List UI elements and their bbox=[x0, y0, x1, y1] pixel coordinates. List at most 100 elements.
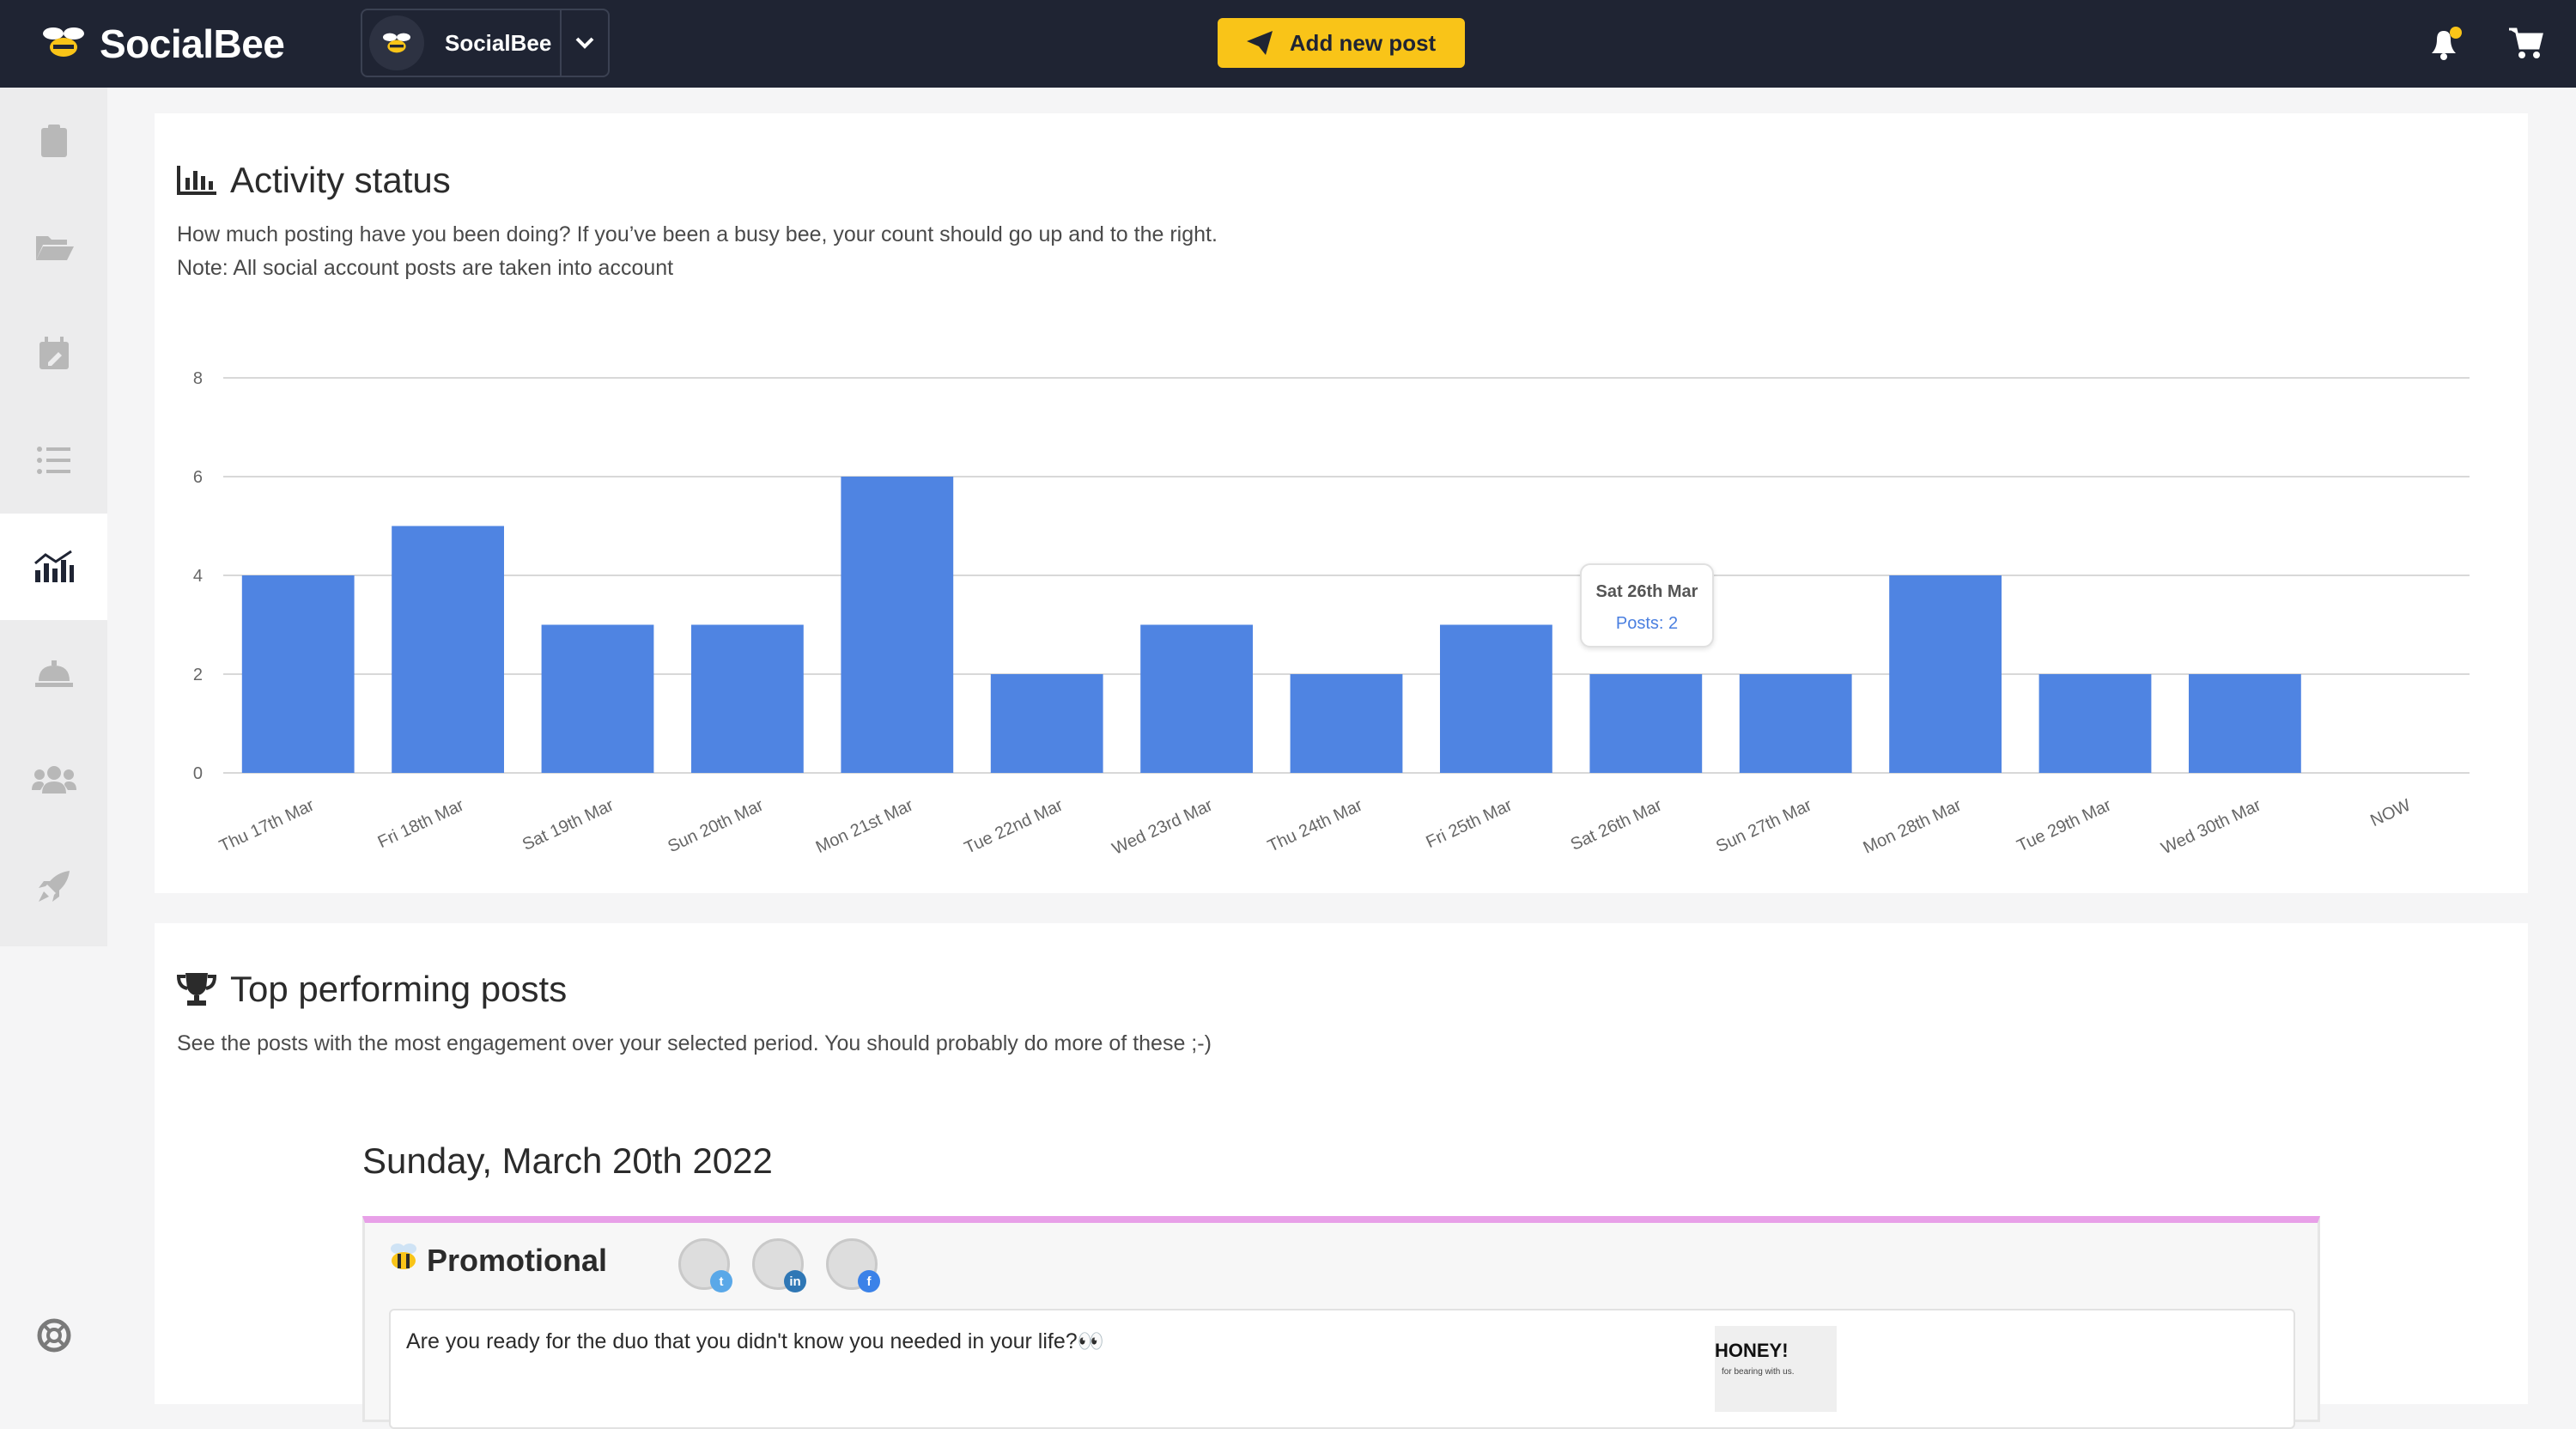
account-selector[interactable]: SocialBee bbox=[361, 9, 610, 77]
add-new-post-button[interactable]: Add new post bbox=[1218, 18, 1465, 68]
trophy-icon bbox=[177, 973, 216, 1006]
x-tick-label: Sun 20th Mar bbox=[665, 795, 766, 856]
users-icon bbox=[31, 766, 76, 794]
x-tick-label: Sat 26th Mar bbox=[1568, 795, 1665, 854]
top-posts-heading: Top performing posts bbox=[177, 969, 567, 1010]
bar-chart-icon bbox=[177, 166, 216, 195]
activity-status-title: Activity status bbox=[230, 160, 451, 200]
thumbnail-caption: for bearing with us. bbox=[1722, 1367, 1795, 1377]
top-posts-title: Top performing posts bbox=[230, 969, 568, 1009]
bee-emoji-icon bbox=[387, 1242, 420, 1279]
sidebar-item-posts[interactable] bbox=[0, 88, 107, 194]
sidebar-item-growth[interactable] bbox=[0, 833, 107, 939]
account-avatar bbox=[369, 15, 424, 70]
chart-bar[interactable] bbox=[1889, 575, 2002, 773]
chart-bar[interactable] bbox=[1739, 674, 1852, 773]
analytics-icon bbox=[33, 550, 74, 582]
sidebar bbox=[0, 88, 107, 946]
activity-description: How much posting have you been doing? If… bbox=[177, 218, 1218, 285]
x-tick-label: Wed 23rd Mar bbox=[1109, 795, 1216, 858]
top-navbar: SocialBee SocialBee Add new post bbox=[0, 0, 2576, 88]
chart-bar[interactable] bbox=[2038, 674, 2152, 773]
chart-bar[interactable] bbox=[691, 624, 804, 774]
sidebar-item-help[interactable] bbox=[0, 1288, 107, 1383]
post-body: Are you ready for the duo that you didn'… bbox=[389, 1309, 2295, 1429]
bee-logo-icon bbox=[38, 25, 89, 64]
post-profiles: t in f bbox=[678, 1238, 880, 1292]
cart-button[interactable] bbox=[2507, 26, 2545, 64]
y-tick-label: 4 bbox=[193, 567, 203, 586]
tooltip-value: Posts: 2 bbox=[1615, 614, 1679, 633]
x-tick-label: Sun 27th Mar bbox=[1713, 795, 1814, 856]
sidebar-item-concierge[interactable] bbox=[0, 620, 107, 727]
chart-bar[interactable] bbox=[1140, 624, 1253, 774]
folder-open-icon bbox=[35, 236, 74, 260]
notifications-button[interactable] bbox=[2427, 26, 2464, 66]
concierge-bell-icon bbox=[34, 660, 73, 687]
chart-tooltip: Sat 26th Mar Posts: 2 bbox=[1580, 563, 1714, 648]
x-tick-label: Sat 19th Mar bbox=[519, 795, 617, 854]
x-tick-label: NOW bbox=[2367, 796, 2414, 831]
x-tick-label: Wed 30th Mar bbox=[2159, 795, 2264, 858]
chart-bar[interactable] bbox=[2189, 674, 2301, 773]
chevron-down-icon bbox=[575, 37, 594, 49]
calendar-edit-icon bbox=[39, 337, 69, 369]
top-posts-description: See the posts with the most engagement o… bbox=[177, 1031, 1212, 1055]
chart-bar[interactable] bbox=[241, 575, 355, 773]
facebook-icon: f bbox=[858, 1270, 880, 1292]
activity-status-heading: Activity status bbox=[177, 160, 451, 201]
post-text: Are you ready for the duo that you didn'… bbox=[406, 1329, 1104, 1353]
post-thumbnail[interactable]: HONEY! for bearing with us. bbox=[1715, 1326, 1837, 1412]
add-new-post-label: Add new post bbox=[1289, 29, 1437, 56]
chart-bar[interactable] bbox=[1290, 674, 1403, 773]
paper-plane-icon bbox=[1246, 31, 1273, 55]
chart-bar[interactable] bbox=[1440, 624, 1552, 774]
cart-icon bbox=[2509, 27, 2543, 58]
x-tick-label: Thu 24th Mar bbox=[1265, 795, 1365, 855]
y-tick-label: 6 bbox=[193, 468, 203, 487]
y-tick-label: 2 bbox=[193, 666, 203, 684]
sidebar-item-content[interactable] bbox=[0, 194, 107, 301]
thumbnail-title: HONEY! bbox=[1715, 1340, 1789, 1361]
sidebar-item-team[interactable] bbox=[0, 727, 107, 833]
x-tick-label: Thu 17th Mar bbox=[216, 795, 317, 855]
profile-avatar-twitter[interactable]: t bbox=[678, 1238, 732, 1292]
post-date-heading: Sunday, March 20th 2022 bbox=[362, 1140, 773, 1181]
x-tick-label: Fri 25th Mar bbox=[1424, 795, 1516, 852]
chart-bar[interactable] bbox=[541, 624, 654, 774]
sidebar-item-analytics[interactable] bbox=[0, 514, 107, 620]
x-tick-label: Fri 18th Mar bbox=[375, 795, 467, 852]
chart-bar[interactable] bbox=[392, 526, 504, 774]
brand-name: SocialBee bbox=[100, 21, 285, 66]
activity-bar-chart: 0 2 4 6 8 Thu 17th Mar Fri 18th Mar Sat 19th Ma… bbox=[193, 369, 2470, 859]
account-dropdown-toggle[interactable] bbox=[560, 10, 608, 76]
account-name: SocialBee bbox=[445, 29, 552, 56]
brand-logo[interactable]: SocialBee bbox=[38, 21, 285, 67]
post-category: Promotional bbox=[387, 1242, 607, 1279]
y-tick-label: 0 bbox=[193, 764, 203, 783]
activity-description-line-2: Note: All social account posts are taken… bbox=[177, 256, 674, 280]
x-tick-label: Tue 22nd Mar bbox=[962, 795, 1066, 857]
clipboard-icon bbox=[40, 125, 67, 157]
post-card[interactable]: Promotional t in f Are you ready for the… bbox=[362, 1216, 2320, 1429]
x-tick-label: Tue 29th Mar bbox=[2014, 795, 2115, 855]
bell-icon bbox=[2432, 27, 2462, 60]
chart-bar[interactable] bbox=[990, 674, 1103, 773]
lifebuoy-icon bbox=[37, 1318, 70, 1353]
profile-avatar-facebook[interactable]: f bbox=[826, 1238, 880, 1292]
sidebar-item-schedule[interactable] bbox=[0, 301, 107, 407]
post-category-label: Promotional bbox=[427, 1242, 608, 1278]
twitter-icon: t bbox=[710, 1270, 732, 1292]
linkedin-icon: in bbox=[784, 1270, 806, 1292]
rocket-icon bbox=[38, 871, 70, 902]
list-icon bbox=[36, 447, 70, 474]
profile-avatar-linkedin[interactable]: in bbox=[752, 1238, 806, 1292]
x-tick-label: Mon 21st Mar bbox=[813, 795, 916, 857]
activity-description-line-1: How much posting have you been doing? If… bbox=[177, 222, 1218, 246]
tooltip-title: Sat 26th Mar bbox=[1595, 582, 1698, 601]
chart-bar[interactable] bbox=[841, 477, 954, 773]
y-tick-label: 8 bbox=[193, 369, 203, 388]
sidebar-item-queue[interactable] bbox=[0, 407, 107, 514]
chart-bar[interactable] bbox=[1589, 674, 1703, 773]
x-tick-label: Mon 28th Mar bbox=[1861, 795, 1965, 857]
